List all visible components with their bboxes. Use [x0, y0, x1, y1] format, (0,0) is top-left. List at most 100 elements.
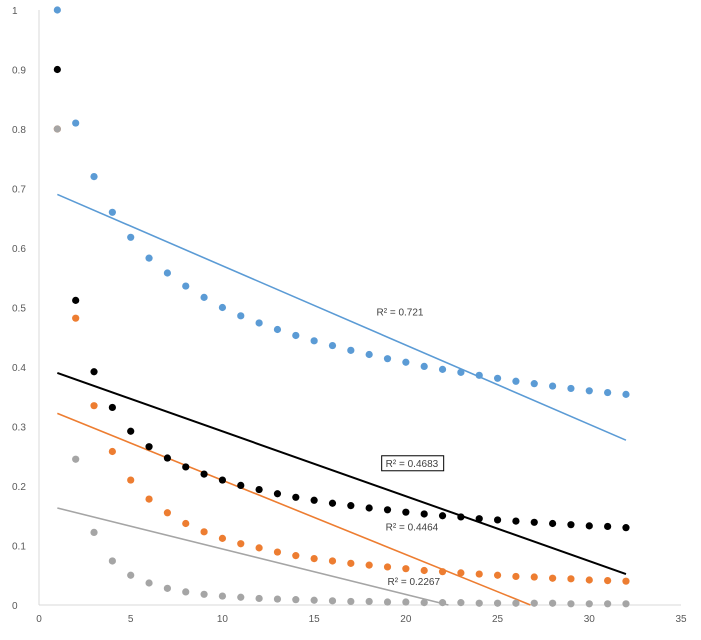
data-point — [622, 390, 630, 398]
r2-label: R² = 0.4464 — [386, 522, 439, 533]
trendlines — [57, 193, 627, 606]
data-point — [567, 575, 575, 583]
y-tick-label: 0.1 — [12, 542, 26, 553]
chart-axes: 00.10.20.30.40.50.60.70.80.910 5 10 15 20 25 3… — [12, 6, 687, 625]
data-point — [402, 598, 410, 606]
data-point — [163, 269, 171, 277]
data-point — [365, 504, 373, 512]
data-point — [457, 368, 465, 376]
r2-label: R² = 0.4683 — [386, 459, 439, 470]
y-tick-label: 0.9 — [12, 66, 26, 77]
data-point — [273, 325, 282, 334]
data-point — [218, 303, 227, 312]
data-point — [493, 599, 502, 607]
data-point — [72, 314, 80, 322]
data-point — [567, 600, 575, 608]
data-point — [90, 528, 98, 537]
data-point — [622, 577, 630, 585]
data-point — [72, 455, 80, 463]
data-point — [622, 524, 630, 532]
data-point — [402, 565, 410, 573]
data-point — [567, 521, 575, 529]
data-point — [273, 548, 282, 556]
data-point — [622, 600, 630, 608]
data-point — [475, 371, 483, 379]
data-point — [182, 519, 190, 528]
data-point — [292, 493, 300, 501]
data-point — [530, 599, 538, 607]
data-point — [292, 331, 300, 340]
trendline — [57, 412, 531, 606]
data-point — [402, 508, 410, 516]
r2-label-box — [381, 455, 445, 472]
trendline — [57, 507, 449, 606]
data-point — [127, 233, 135, 241]
data-point — [512, 377, 520, 385]
data-point — [127, 476, 135, 484]
data-point — [493, 374, 502, 382]
data-point — [292, 552, 300, 560]
data-point — [383, 598, 392, 606]
data-point — [438, 365, 447, 373]
data-point — [585, 600, 593, 608]
data-point — [347, 346, 355, 354]
data-point — [549, 382, 557, 390]
data-point — [365, 350, 373, 359]
x-tick-label: 20 — [400, 614, 412, 625]
data-point — [72, 296, 80, 304]
data-point — [585, 387, 593, 395]
data-point — [457, 513, 465, 521]
x-tick-label: 10 — [217, 614, 229, 625]
data-point — [420, 362, 428, 371]
data-point — [512, 572, 520, 581]
trendline — [57, 372, 627, 576]
y-tick-label: 0.3 — [12, 423, 26, 434]
x-tick-label: 25 — [492, 614, 504, 625]
data-point — [200, 470, 208, 478]
data-point — [255, 319, 263, 327]
y-tick-label: 0.2 — [12, 482, 26, 493]
data-point — [163, 454, 171, 462]
data-point — [365, 597, 373, 606]
data-point — [365, 561, 373, 569]
data-point — [512, 599, 520, 607]
data-point — [53, 125, 61, 133]
data-point — [182, 463, 190, 471]
data-point — [53, 65, 61, 74]
data-point — [108, 557, 116, 565]
data-point — [237, 312, 245, 320]
data-point — [108, 447, 116, 456]
data-point — [72, 119, 80, 127]
data-point — [383, 563, 392, 571]
data-point — [402, 358, 410, 366]
data-point — [347, 597, 355, 606]
data-point — [255, 544, 263, 552]
data-point — [383, 355, 392, 363]
data-point — [145, 443, 153, 451]
data-point — [182, 282, 190, 290]
data-point — [218, 592, 227, 600]
data-point — [604, 577, 612, 585]
data-point — [383, 506, 392, 514]
data-point — [90, 173, 98, 181]
data-point — [585, 576, 593, 584]
data-point — [163, 509, 171, 517]
data-point — [604, 388, 612, 397]
trendline — [57, 193, 627, 441]
y-tick-label: 0 — [12, 601, 18, 612]
r2-labels: R² = 0.721 R² = 0.4683 R² = 0.4464 R² = 0.2… — [377, 308, 445, 588]
data-point — [567, 384, 575, 393]
data-point — [237, 481, 245, 490]
data-point — [218, 534, 227, 542]
data-point — [549, 574, 557, 582]
data-point — [457, 569, 465, 577]
data-point — [493, 516, 502, 524]
data-point — [493, 571, 502, 579]
y-tick-label: 0.7 — [12, 185, 26, 196]
data-point — [310, 554, 318, 563]
data-point — [310, 337, 318, 345]
data-point — [200, 293, 208, 301]
data-point — [90, 368, 98, 376]
data-point — [182, 588, 190, 596]
